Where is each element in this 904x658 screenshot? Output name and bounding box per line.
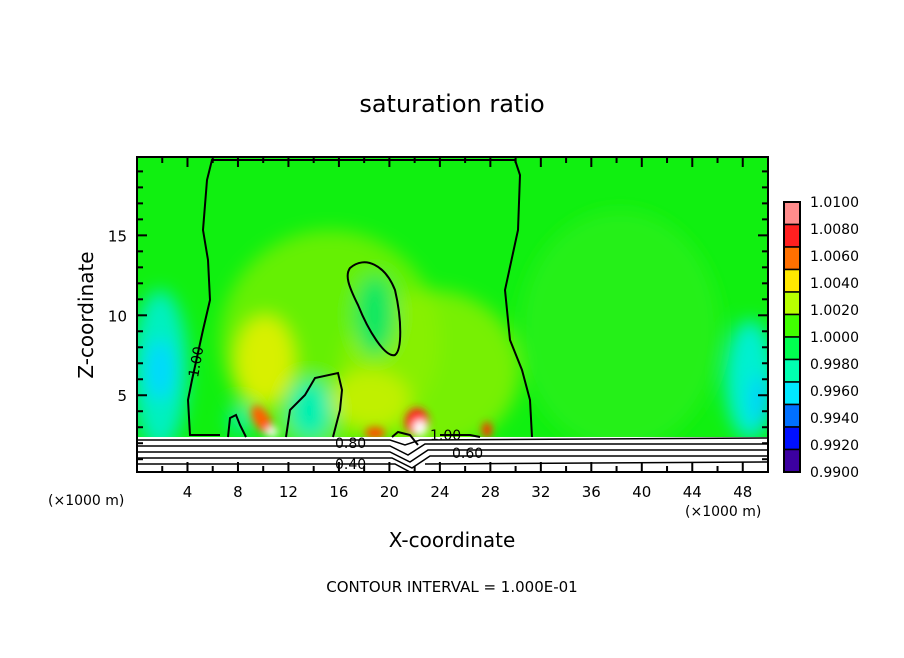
contour-interval-footer: CONTOUR INTERVAL = 1.000E-01: [326, 578, 577, 596]
colorbar-band: [783, 313, 801, 338]
colorbar-frame: [783, 201, 801, 473]
field-blob: [355, 275, 395, 355]
ground-contour: [137, 461, 768, 472]
colorbar-label: 0.9920: [810, 438, 859, 454]
field-hotspot: [413, 420, 427, 436]
contour-lines: [186, 159, 533, 446]
colorbar-band: [783, 336, 801, 361]
field-blob: [228, 405, 252, 435]
ground-contour: [137, 449, 768, 463]
field-hotspot: [482, 422, 492, 438]
ground-contour: [137, 455, 768, 469]
colorbar-label: 1.0020: [810, 303, 859, 319]
colorbar-label: 0.9940: [810, 411, 859, 427]
field-blob: [235, 315, 295, 405]
field-hotspot: [251, 405, 273, 435]
field-blob: [750, 375, 768, 425]
field-blob: [520, 210, 720, 450]
colorbar: 1.0100 1.0080 1.0060 1.0040 1.0020 1.0000 0.99…: [783, 195, 859, 481]
colorbar-band: [783, 381, 801, 406]
contour-1-00-small: [227, 413, 247, 438]
x-tick-label: 4: [183, 483, 193, 501]
colorbar-label: 1.0100: [810, 195, 859, 211]
ground-region: [137, 437, 768, 472]
field-hotspot: [365, 427, 385, 439]
colorbar-band: [783, 268, 801, 293]
y-axis-label: Z-coordinate: [74, 251, 98, 378]
contour-label: 0.80: [335, 436, 366, 452]
contour-1-00-enclosed: [346, 261, 402, 357]
contour-1-00-right: [391, 430, 481, 446]
ground-contour-lines: [137, 437, 768, 472]
ground-contour: [137, 437, 768, 446]
x-tick-label: 16: [329, 483, 348, 501]
y-tick-label: 15: [108, 227, 127, 245]
field-layer: 1.00 1.00 0.80 0.60 0.40: [137, 157, 768, 473]
y-tick-label: 5: [117, 387, 127, 405]
contour-label: 1.00: [186, 345, 207, 378]
x-tick-label: 8: [233, 483, 243, 501]
x-unit-label-right: (×1000 m): [685, 504, 761, 520]
x-tick-label: 28: [481, 483, 500, 501]
colorbar-label: 1.0040: [810, 276, 859, 292]
field-hotspot: [266, 427, 278, 437]
colorbar-band: [783, 358, 801, 383]
colorbar-band: [783, 223, 801, 248]
x-axis-label: X-coordinate: [389, 528, 516, 552]
x-tick-label: 12: [279, 483, 298, 501]
colorbar-label: 0.9960: [810, 384, 859, 400]
colorbar-label: 0.9980: [810, 357, 859, 373]
x-unit-label-left: (×1000 m): [48, 493, 124, 509]
contour-label: 0.40: [335, 457, 366, 473]
contour-label: 0.60: [452, 446, 483, 462]
y-tick-label: 10: [108, 307, 127, 325]
x-axis-ticks: 4 8 12 16 20 24 28 32 36 40 44 48: [161, 157, 752, 501]
colorbar-band: [783, 246, 801, 271]
colorbar-band: [783, 448, 801, 473]
x-tick-label: 32: [531, 483, 550, 501]
colorbar-band: [783, 201, 801, 226]
x-tick-label: 20: [380, 483, 399, 501]
ground-contour: [137, 443, 768, 456]
chart-title: saturation ratio: [359, 90, 544, 118]
colorbar-label: 1.0080: [810, 222, 859, 238]
colorbar-band: [783, 403, 801, 428]
x-tick-label: 36: [582, 483, 601, 501]
contour-1-00-lower: [285, 371, 344, 438]
colorbar-band: [783, 291, 801, 316]
colorbar-label: 1.0000: [810, 330, 859, 346]
field-blob: [146, 340, 174, 400]
colorbar-label: 1.0060: [810, 249, 859, 265]
field-blob: [330, 370, 410, 430]
colorbar-band: [783, 426, 801, 451]
field-blob: [288, 380, 332, 440]
x-tick-label: 48: [733, 483, 752, 501]
x-tick-label: 44: [683, 483, 702, 501]
y-axis-ticks: 5 10 15: [108, 170, 768, 461]
colorbar-label: 0.9900: [810, 465, 859, 481]
x-tick-label: 40: [632, 483, 651, 501]
contour-1-00-main: [186, 159, 533, 438]
x-tick-label: 24: [430, 483, 449, 501]
contour-label: 1.00: [430, 428, 461, 444]
